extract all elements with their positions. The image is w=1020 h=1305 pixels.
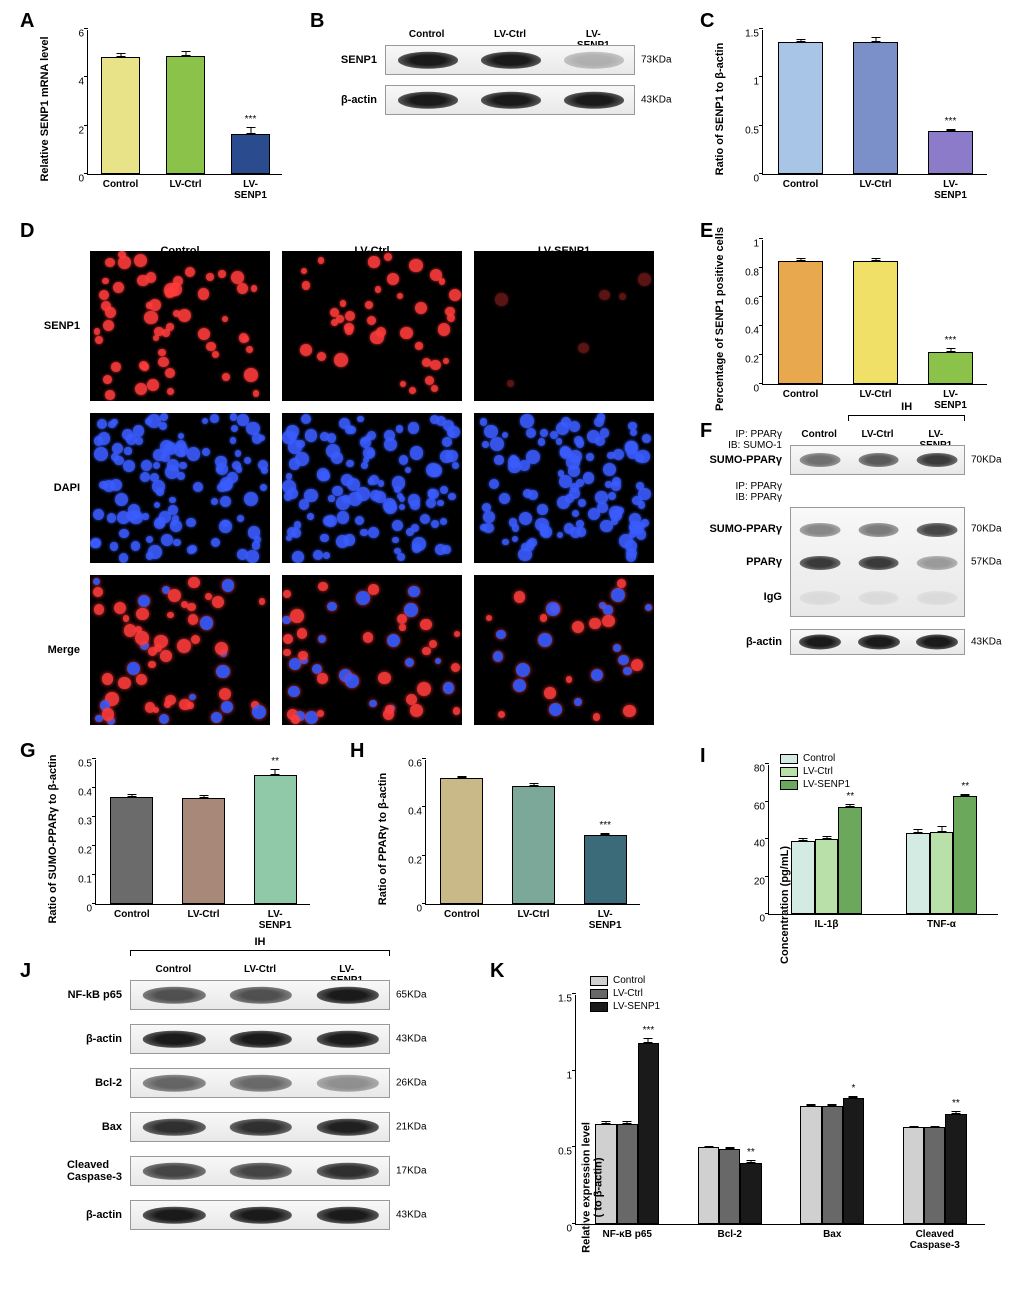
- panel-label-a: A: [20, 10, 34, 33]
- bar: [182, 798, 225, 904]
- bar: [254, 775, 297, 904]
- panel-label-j: J: [20, 960, 31, 983]
- bar: [231, 134, 270, 174]
- bar: [853, 261, 898, 384]
- panel-label-f: F: [700, 420, 712, 443]
- panel-label-d: D: [20, 220, 34, 243]
- bar: [584, 835, 627, 904]
- panel-label-c: C: [700, 10, 714, 33]
- chart-h: 00.20.40.6ControlLV-Ctrl***LV-SENP1Ratio…: [375, 750, 655, 930]
- blot-b: ControlLV-CtrlLV-SENP1SENP173KDaβ-actin4…: [385, 45, 635, 125]
- panel-label-h: H: [350, 740, 364, 763]
- bar: [928, 352, 973, 384]
- chart-c: 00.511.5ControlLV-Ctrl***LV-SENP1Ratio o…: [720, 20, 1000, 200]
- bar: [110, 797, 153, 904]
- panel-label-g: G: [20, 740, 36, 763]
- panel-label-i: I: [700, 745, 706, 768]
- bar: [778, 42, 823, 174]
- blot-j: ControlLV-CtrlLV-SENP1IHNF-kB p6565KDaβ-…: [130, 980, 390, 1244]
- bar: [512, 786, 555, 904]
- panel-label-e: E: [700, 220, 713, 243]
- bar: [440, 778, 483, 904]
- chart-a: 0246ControlLV-Ctrl***LV-SENP1Relative SE…: [45, 20, 295, 200]
- chart-i: 020406080**IL-1β**TNF-αConcentration (pg…: [720, 755, 1010, 940]
- chart-e: 00.20.40.60.81ControlLV-Ctrl***LV-SENP1P…: [720, 230, 1000, 410]
- microscopy-d: ControlLV-CtrlLV-SENP1SENP1DAPIMerge: [90, 245, 665, 735]
- bar: [778, 261, 823, 384]
- bar: [101, 57, 140, 174]
- bar: [166, 56, 205, 174]
- chart-k: 00.511.5***NF-κB p65**Bcl-2*Bax**Cleaved…: [520, 975, 1000, 1275]
- bar: [853, 42, 898, 174]
- panel-label-k: K: [490, 960, 504, 983]
- chart-g: 00.10.20.30.40.5ControlLV-Ctrl**LV-SENP1…: [45, 750, 325, 930]
- panel-label-b: B: [310, 10, 324, 33]
- bar: [928, 131, 973, 174]
